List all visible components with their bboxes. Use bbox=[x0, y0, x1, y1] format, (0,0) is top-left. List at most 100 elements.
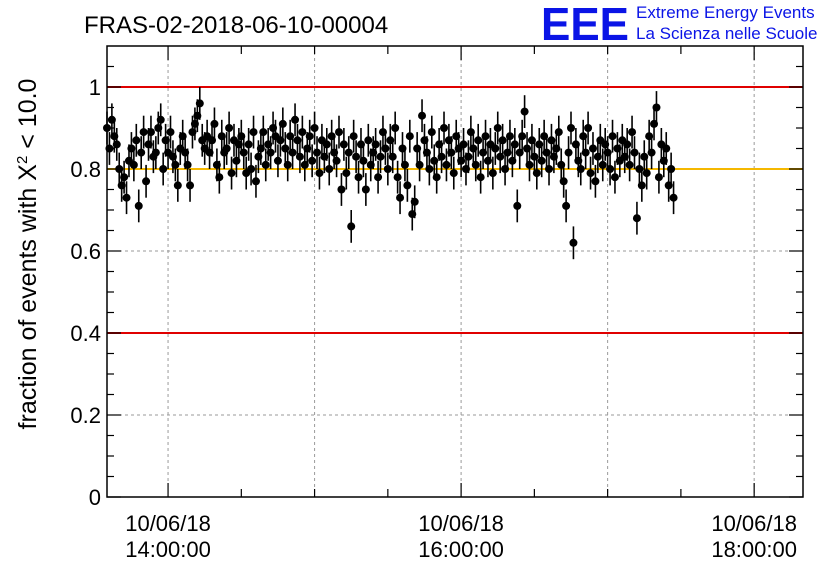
data-point bbox=[244, 128, 253, 161]
point-marker bbox=[537, 156, 546, 165]
point-marker bbox=[247, 165, 256, 173]
data-point bbox=[352, 140, 361, 174]
point-marker bbox=[493, 124, 502, 132]
data-point bbox=[247, 152, 256, 186]
data-point bbox=[588, 132, 597, 165]
point-marker bbox=[642, 169, 651, 178]
point-marker bbox=[447, 148, 456, 157]
data-point bbox=[222, 132, 231, 165]
chart-title: FRAS-02-2018-06-10-00004 bbox=[84, 12, 388, 39]
point-marker bbox=[588, 144, 597, 153]
data-point bbox=[510, 128, 519, 161]
point-marker bbox=[298, 128, 307, 137]
data-point bbox=[310, 111, 319, 145]
point-marker bbox=[410, 197, 419, 206]
point-marker bbox=[545, 165, 554, 173]
data-point bbox=[376, 140, 385, 174]
data-point bbox=[537, 144, 546, 178]
point-marker bbox=[623, 140, 632, 149]
point-marker bbox=[610, 173, 619, 182]
data-point bbox=[251, 164, 260, 198]
data-point bbox=[410, 185, 419, 219]
point-marker bbox=[440, 124, 449, 132]
reference-lines bbox=[107, 86, 803, 334]
data-point bbox=[239, 136, 248, 169]
x-tick-date-label: 10/06/18 bbox=[711, 511, 797, 536]
point-marker bbox=[647, 148, 656, 157]
y-axis-label-prefix: fraction of events with bbox=[14, 181, 42, 430]
point-marker bbox=[586, 169, 595, 178]
point-marker bbox=[156, 115, 165, 124]
point-marker bbox=[559, 177, 568, 186]
data-point bbox=[559, 164, 568, 198]
data-point bbox=[403, 169, 412, 202]
point-marker bbox=[513, 201, 522, 210]
data-point bbox=[132, 123, 141, 157]
data-point bbox=[554, 115, 563, 149]
data-point bbox=[598, 148, 607, 182]
data-point bbox=[652, 91, 661, 124]
grid bbox=[107, 46, 803, 498]
data-point bbox=[391, 111, 400, 145]
x-tick-time-label: 14:00:00 bbox=[125, 537, 211, 562]
data-point bbox=[215, 160, 224, 194]
data-point bbox=[173, 169, 182, 202]
data-point bbox=[313, 136, 322, 169]
data-point bbox=[339, 128, 348, 161]
point-marker bbox=[122, 193, 131, 202]
point-marker bbox=[464, 152, 473, 161]
point-marker bbox=[628, 128, 637, 137]
x-tick-date-label: 10/06/18 bbox=[125, 511, 211, 536]
data-point bbox=[354, 160, 363, 194]
point-marker bbox=[227, 169, 236, 178]
point-marker bbox=[569, 238, 578, 247]
point-marker bbox=[266, 148, 275, 157]
point-marker bbox=[662, 144, 671, 153]
data-point bbox=[291, 103, 300, 137]
point-marker bbox=[137, 148, 146, 157]
point-marker bbox=[637, 181, 646, 190]
data-point bbox=[332, 144, 341, 178]
data-point bbox=[610, 160, 619, 194]
data-point bbox=[632, 201, 641, 235]
point-marker bbox=[405, 132, 414, 141]
point-marker bbox=[215, 173, 224, 182]
data-point bbox=[591, 164, 600, 198]
data-point bbox=[273, 144, 282, 178]
point-marker bbox=[581, 148, 590, 157]
point-marker bbox=[352, 152, 361, 161]
point-marker bbox=[361, 185, 370, 194]
data-point bbox=[493, 111, 502, 145]
data-point bbox=[120, 160, 129, 194]
point-marker bbox=[654, 173, 663, 182]
data-point bbox=[513, 189, 522, 223]
point-marker bbox=[598, 160, 607, 169]
data-point bbox=[447, 136, 456, 169]
point-marker bbox=[381, 144, 390, 153]
data-point bbox=[364, 123, 373, 157]
data-point bbox=[139, 115, 148, 149]
data-point bbox=[396, 181, 405, 215]
point-marker bbox=[244, 140, 253, 149]
point-marker bbox=[359, 156, 368, 165]
point-marker bbox=[418, 111, 427, 120]
point-marker bbox=[532, 169, 541, 178]
data-point bbox=[183, 148, 192, 182]
data-point bbox=[393, 160, 402, 194]
data-point bbox=[112, 128, 121, 161]
data-point bbox=[442, 148, 451, 182]
data-point bbox=[476, 160, 485, 194]
point-marker bbox=[146, 128, 155, 137]
point-marker bbox=[151, 148, 160, 157]
data-point bbox=[505, 119, 514, 153]
data-point bbox=[129, 148, 138, 182]
data-point bbox=[584, 111, 593, 145]
point-marker bbox=[667, 165, 676, 173]
point-marker bbox=[344, 148, 353, 157]
point-marker bbox=[564, 148, 573, 157]
y-tick-label: 1 bbox=[89, 75, 101, 100]
point-marker bbox=[291, 115, 300, 124]
data-point bbox=[325, 152, 334, 186]
point-marker bbox=[261, 160, 270, 169]
data-point bbox=[383, 152, 392, 186]
